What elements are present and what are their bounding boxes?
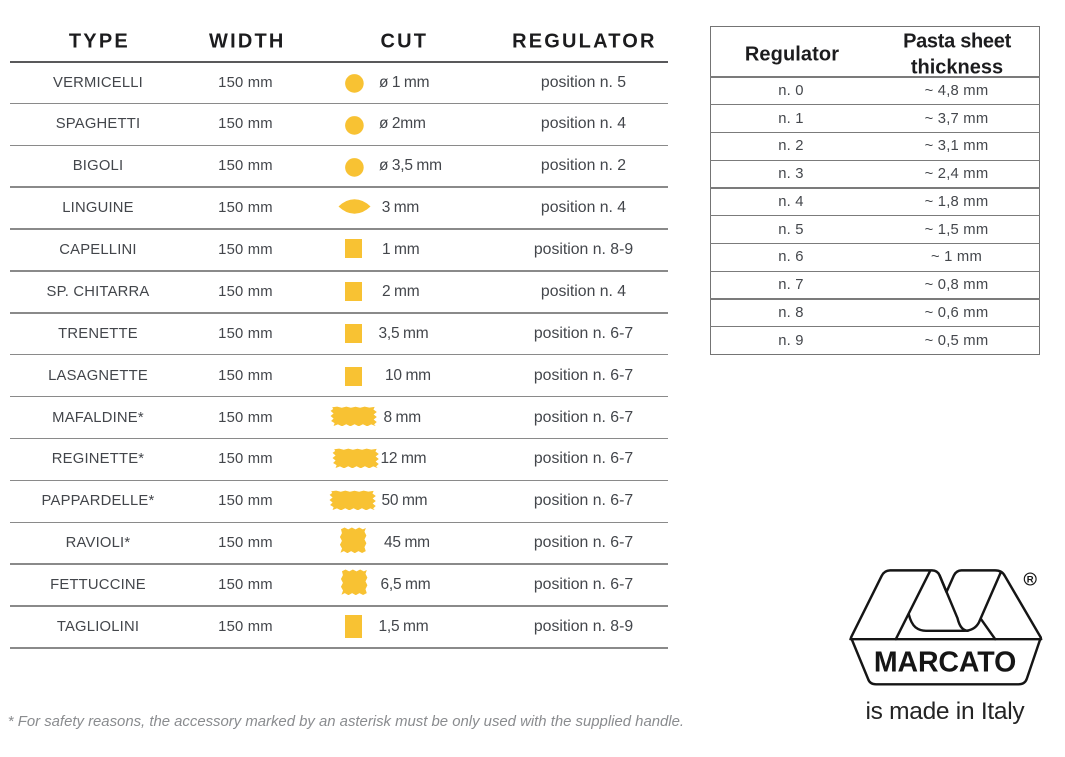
svg-text:is made in Italy: is made in Italy xyxy=(865,698,1025,725)
svg-text:R: R xyxy=(1027,574,1034,585)
svg-text:MARCATO: MARCATO xyxy=(874,647,1016,679)
